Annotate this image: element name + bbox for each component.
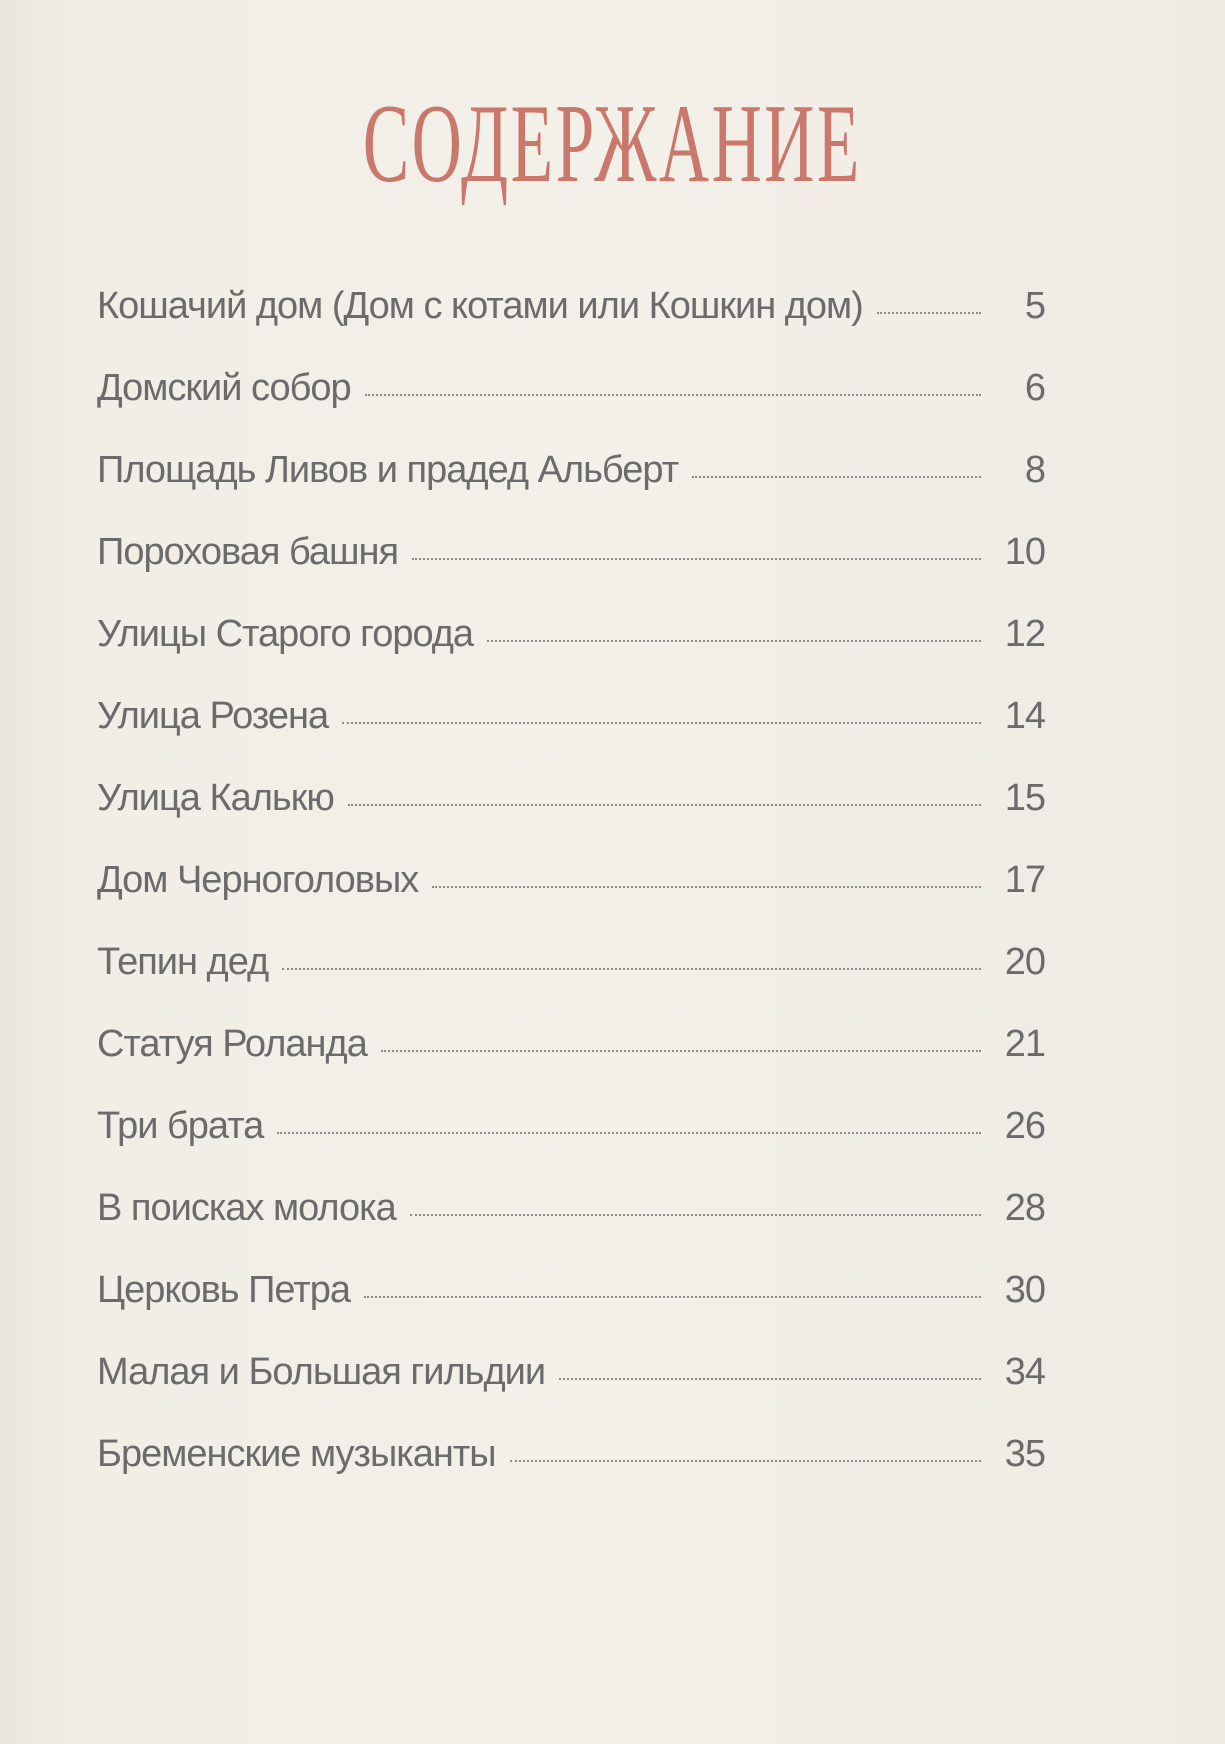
leader-dots <box>876 311 981 314</box>
toc-entry-title: Кошачий дом (Дом с котами или Кошкин дом… <box>97 285 864 327</box>
toc-entry-title: В поисках молока <box>97 1187 397 1229</box>
page-title-wrap: СОДЕРЖАНИЕ <box>0 88 1225 200</box>
toc-entry[interactable]: Дом Черноголовых 17 <box>97 859 1046 941</box>
toc-entry[interactable]: В поисках молока 28 <box>97 1187 1046 1269</box>
toc-entry-page: 12 <box>1004 613 1046 655</box>
toc-entry-page: 5 <box>1024 285 1046 327</box>
toc-entry[interactable]: Улицы Старого города 12 <box>97 613 1046 695</box>
toc-entry[interactable]: Пороховая башня 10 <box>97 531 1046 613</box>
toc-entry[interactable]: Статуя Роланда 21 <box>97 1023 1046 1105</box>
leader-dots <box>282 967 981 970</box>
toc-entry[interactable]: Тепин дед 20 <box>97 941 1046 1023</box>
toc-entry[interactable]: Церковь Петра 30 <box>97 1269 1046 1351</box>
leader-dots <box>347 803 981 806</box>
toc-entry-page: 10 <box>1004 531 1046 573</box>
leader-dots <box>409 1213 981 1216</box>
toc-entry-page: 20 <box>1004 941 1046 983</box>
leader-dots <box>487 639 981 642</box>
toc-entry-title: Тепин дед <box>97 941 269 983</box>
leader-dots <box>380 1049 981 1052</box>
page-title: СОДЕРЖАНИЕ <box>363 82 862 206</box>
toc-entry-page: 14 <box>1004 695 1046 737</box>
leader-dots <box>342 721 981 724</box>
toc-entry-title: Улицы Старого города <box>97 613 474 655</box>
leader-dots <box>363 1295 981 1298</box>
toc-entry[interactable]: Кошачий дом (Дом с котами или Кошкин дом… <box>97 285 1046 367</box>
toc-entry-title: Площадь Ливов и прадед Альберт <box>97 449 679 491</box>
toc-entry[interactable]: Бременские музыканты 35 <box>97 1433 1046 1515</box>
toc-entry-page: 26 <box>1004 1105 1046 1147</box>
toc-entry[interactable]: Площадь Ливов и прадед Альберт 8 <box>97 449 1046 531</box>
toc-entry-page: 28 <box>1004 1187 1046 1229</box>
toc-entry[interactable]: Улица Розена 14 <box>97 695 1046 777</box>
leader-dots <box>509 1459 981 1462</box>
toc-entry-title: Церковь Петра <box>97 1269 351 1311</box>
leader-dots <box>412 557 981 560</box>
toc-entry[interactable]: Малая и Большая гильдии 34 <box>97 1351 1046 1433</box>
toc-entry-title: Статуя Роланда <box>97 1023 368 1065</box>
leader-dots <box>559 1377 981 1380</box>
toc-entry-page: 8 <box>1024 449 1046 491</box>
table-of-contents: Кошачий дом (Дом с котами или Кошкин дом… <box>97 285 1046 1515</box>
toc-entry-page: 30 <box>1004 1269 1046 1311</box>
toc-entry-page: 34 <box>1004 1351 1046 1393</box>
toc-entry[interactable]: Домский собор 6 <box>97 367 1046 449</box>
leader-dots <box>432 885 981 888</box>
toc-entry-title: Улица Калькю <box>97 777 335 819</box>
toc-entry-page: 15 <box>1004 777 1046 819</box>
leader-dots <box>277 1131 981 1134</box>
toc-entry[interactable]: Три брата 26 <box>97 1105 1046 1187</box>
leader-dots <box>692 475 981 478</box>
leader-dots <box>364 393 981 396</box>
toc-entry-title: Бременские музыканты <box>97 1433 497 1475</box>
toc-entry-title: Пороховая башня <box>97 531 399 573</box>
toc-entry[interactable]: Улица Калькю 15 <box>97 777 1046 859</box>
toc-entry-title: Улица Розена <box>97 695 329 737</box>
toc-entry-page: 35 <box>1004 1433 1046 1475</box>
toc-entry-page: 6 <box>1024 367 1046 409</box>
toc-entry-title: Домский собор <box>97 367 352 409</box>
toc-entry-title: Малая и Большая гильдии <box>97 1351 546 1393</box>
toc-entry-title: Три брата <box>97 1105 264 1147</box>
toc-entry-page: 21 <box>1004 1023 1046 1065</box>
toc-entry-page: 17 <box>1004 859 1046 901</box>
toc-entry-title: Дом Черноголовых <box>97 859 419 901</box>
